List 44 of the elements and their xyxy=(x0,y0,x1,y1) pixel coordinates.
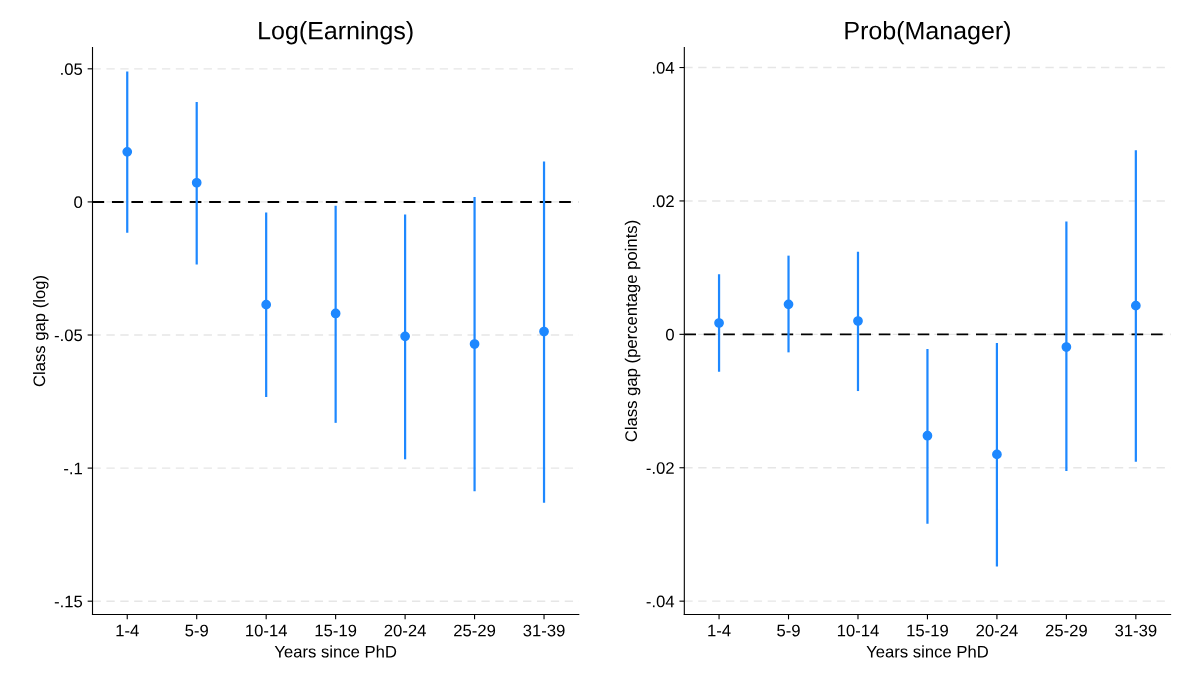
point xyxy=(1061,342,1072,352)
y-tick-label: .02 xyxy=(652,195,674,208)
chart-title: Log(Earnings) xyxy=(259,21,413,45)
point xyxy=(261,299,272,310)
y-tick-label: .05 xyxy=(61,63,83,76)
y-axis-title: Class gap (log) xyxy=(32,276,49,387)
y-tick-label: -.04 xyxy=(646,595,675,608)
point xyxy=(122,147,133,157)
y-tick-label: -.05 xyxy=(54,329,83,342)
x-tick-label: 10-14 xyxy=(837,624,879,637)
x-tick-label: 31-39 xyxy=(523,624,565,637)
point xyxy=(1130,300,1141,311)
point xyxy=(714,318,724,328)
x-axis-title: Years since PhD xyxy=(274,645,397,658)
point xyxy=(992,449,1002,460)
y-tick-label: -.1 xyxy=(64,462,82,475)
x-tick-label: 15-19 xyxy=(315,624,357,637)
x-tick-label: 20-24 xyxy=(384,624,426,637)
point xyxy=(330,308,341,319)
point xyxy=(191,177,202,188)
point xyxy=(469,339,480,349)
point xyxy=(853,316,863,326)
y-tick-label: 0 xyxy=(74,196,83,209)
point xyxy=(400,331,410,342)
y-tick-label: .04 xyxy=(652,61,675,74)
y-tick-label: -.02 xyxy=(646,462,674,474)
x-tick-label: 25-29 xyxy=(1045,624,1087,637)
x-tick-label: 15-19 xyxy=(907,624,948,637)
point xyxy=(539,326,549,337)
x-tick-label: 5-9 xyxy=(185,624,208,637)
y-axis-title: Class gap (percentage points) xyxy=(624,220,641,442)
y-tick-label: -.15 xyxy=(54,595,83,608)
x-tick-label: 1-4 xyxy=(708,624,731,637)
x-tick-label: 25-29 xyxy=(454,624,496,637)
chart-title: Prob(Manager) xyxy=(845,21,1010,45)
point xyxy=(922,430,933,441)
x-tick-label: 10-14 xyxy=(246,624,287,637)
x-tick-label: 20-24 xyxy=(976,624,1018,637)
y-tick-label: 0 xyxy=(665,328,674,341)
x-axis-title: Years since PhD xyxy=(866,645,988,658)
x-tick-label: 1-4 xyxy=(116,624,139,637)
x-tick-label: 31-39 xyxy=(1115,624,1157,637)
x-tick-label: 5-9 xyxy=(777,624,800,637)
point xyxy=(783,299,794,310)
